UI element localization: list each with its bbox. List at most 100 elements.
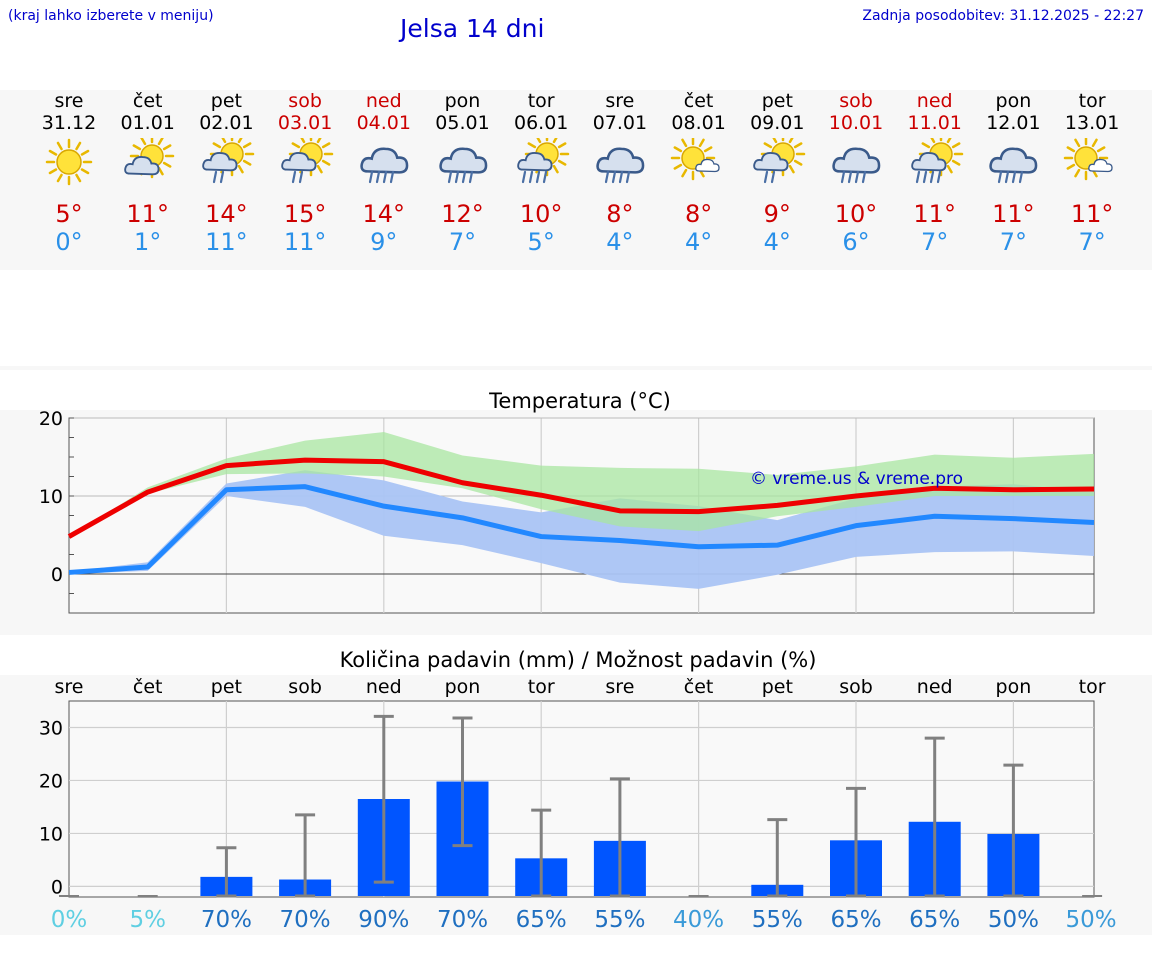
y-tick-label: 0 <box>51 876 63 898</box>
max-temperature: 14° <box>362 200 406 228</box>
category-label: čet <box>133 676 163 698</box>
min-temperature-band <box>69 470 1094 589</box>
category-label: sob <box>288 676 322 698</box>
day-date: 04.01 <box>356 112 411 134</box>
category-label: ned <box>366 676 402 698</box>
category-label: pon <box>996 676 1032 698</box>
day-name: sob <box>288 90 322 112</box>
min-temperature: 0° <box>55 228 83 256</box>
day-date: 01.01 <box>120 112 175 134</box>
day-date: 11.01 <box>907 112 962 134</box>
sun-behind-cloud-icon <box>118 133 178 190</box>
category-label: sob <box>839 676 873 698</box>
min-temperature: 11° <box>283 228 327 256</box>
y-tick-label: 20 <box>39 770 63 792</box>
category-label: ned <box>917 676 953 698</box>
day-date: 07.01 <box>592 112 648 134</box>
day-name: sre <box>605 90 635 112</box>
sun-cloud-heavy-rain-icon <box>905 131 965 190</box>
max-temperature: 9° <box>763 200 791 228</box>
y-tick-label: 10 <box>39 823 63 845</box>
precipitation-probability: 5% <box>129 907 166 933</box>
min-temperature: 7° <box>921 228 949 256</box>
rain-cloud-icon <box>433 138 493 190</box>
day-date: 12.01 <box>986 112 1041 134</box>
day-name: sob <box>839 90 873 112</box>
max-temperature: 8° <box>606 200 634 228</box>
category-label: pet <box>762 676 793 698</box>
sun-cloud-rain-icon <box>275 131 335 190</box>
day-date: 09.01 <box>750 112 805 134</box>
min-temperature: 9° <box>370 228 398 256</box>
precipitation-probability: 70% <box>280 907 331 933</box>
max-temperature: 5° <box>55 200 83 228</box>
max-temperature: 10° <box>519 200 563 228</box>
sun-cloud-rain-icon <box>196 131 256 190</box>
precipitation-probability: 55% <box>752 907 803 933</box>
precipitation-probability: 0% <box>51 907 88 933</box>
rain-cloud-icon <box>590 138 650 190</box>
min-temperature: 11° <box>205 228 248 256</box>
forecast-strip <box>0 90 1152 270</box>
max-temperature: 10° <box>834 200 878 228</box>
precipitation-probability: 90% <box>358 907 409 933</box>
precipitation-probability: 50% <box>1066 907 1117 933</box>
min-temperature: 4° <box>606 228 634 256</box>
precipitation-probability: 65% <box>909 907 960 933</box>
min-temperature-line <box>68 484 1095 575</box>
category-label: tor <box>528 676 555 698</box>
day-date: 05.01 <box>435 112 490 134</box>
min-temperature: 5° <box>527 228 555 256</box>
day-name: pon <box>995 90 1032 112</box>
max-temperature: 12° <box>441 200 484 228</box>
rain-cloud-icon <box>354 138 414 190</box>
day-name: sre <box>54 90 84 112</box>
max-temperature: 14° <box>205 200 248 228</box>
day-name: pet <box>761 90 793 112</box>
sun-cloud-rain-icon <box>747 131 807 190</box>
sunny-icon <box>39 138 99 190</box>
min-temperature: 4° <box>684 228 713 256</box>
day-name: tor <box>527 90 555 112</box>
min-temperature: 4° <box>763 228 791 256</box>
rain-cloud-icon <box>826 138 886 190</box>
min-temperature: 1° <box>134 228 162 256</box>
sun-small-cloud-icon <box>1062 135 1122 190</box>
day-name: ned <box>916 90 953 112</box>
precipitation-chart-title: Količina padavin (mm) / Možnost padavin … <box>340 648 817 672</box>
day-name: tor <box>1078 90 1106 112</box>
max-temperature-line <box>67 457 1095 539</box>
day-name: čet <box>683 90 714 112</box>
day-date: 06.01 <box>513 112 569 134</box>
y-tick-label: 20 <box>39 408 63 430</box>
location-hint: (kraj lahko izberete v meniju) <box>8 8 214 24</box>
day-date: 10.01 <box>828 112 884 134</box>
day-date: 03.01 <box>277 112 333 134</box>
day-date: 02.01 <box>199 112 254 134</box>
max-temperature: 11° <box>992 200 1035 228</box>
watermark: © vreme.us & vreme.pro <box>750 469 963 489</box>
temperature-chart-title: Temperatura (°C) <box>488 389 671 413</box>
rain-cloud-icon <box>983 138 1043 190</box>
category-label: tor <box>1079 676 1106 698</box>
day-name: ned <box>365 90 402 112</box>
min-temperature: 7° <box>448 228 477 256</box>
min-temperature: 7° <box>999 228 1028 256</box>
min-temperature: 6° <box>842 228 870 256</box>
max-temperature: 11° <box>913 200 956 228</box>
precipitation-probability: 70% <box>201 907 252 933</box>
category-label: pet <box>211 676 242 698</box>
category-label: pon <box>445 676 481 698</box>
category-label: čet <box>684 676 714 698</box>
precipitation-probability: 40% <box>673 907 724 933</box>
y-tick-label: 30 <box>39 717 63 739</box>
day-date: 13.01 <box>1064 112 1120 134</box>
precipitation-probability: 70% <box>437 907 488 933</box>
day-name: pet <box>210 90 242 112</box>
max-temperature: 11° <box>1070 200 1114 228</box>
max-temperature: 8° <box>684 200 713 228</box>
precipitation-probability: 55% <box>594 907 645 933</box>
max-temperature: 11° <box>126 200 169 228</box>
day-date: 31.12 <box>41 112 97 134</box>
category-label: sre <box>55 676 84 698</box>
